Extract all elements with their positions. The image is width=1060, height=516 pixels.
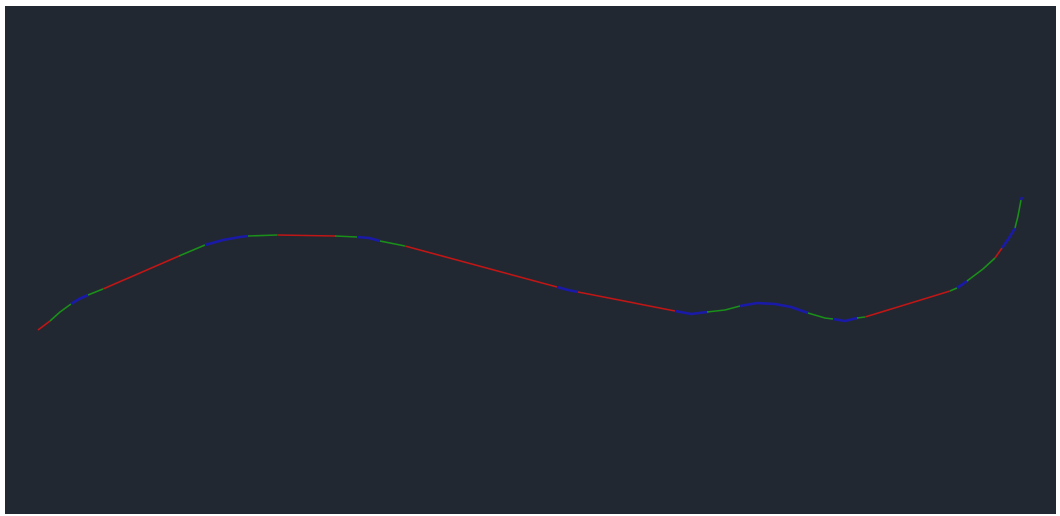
alignment-spiral-segment-25[interactable]	[966, 257, 996, 282]
alignment-curve-segment-14[interactable]	[556, 285, 579, 294]
alignment-line-segment-13[interactable]	[404, 245, 558, 288]
alignment-spiral-segment-17[interactable]	[706, 305, 741, 313]
alignment-spiral-segment-4[interactable]	[87, 288, 104, 296]
alignment-curve-segment-7[interactable]	[204, 234, 249, 247]
alignment-line-segment-15[interactable]	[577, 291, 676, 312]
alignment-spiral-segment-28[interactable]	[1014, 199, 1022, 229]
alignment-spiral-segment-21[interactable]	[856, 316, 866, 319]
alignment-curve-segment-18[interactable]	[739, 301, 809, 315]
cad-model-viewport[interactable]	[5, 6, 1056, 514]
alignment-curve-segment-11[interactable]	[356, 235, 381, 243]
alignment-line-segment-5[interactable]	[102, 255, 180, 290]
alignment-line-segment-9[interactable]	[276, 234, 336, 237]
alignment-curve-segment-20[interactable]	[832, 316, 858, 323]
alignment-line-segment-22[interactable]	[864, 290, 951, 318]
alignment-spiral-segment-23[interactable]	[949, 287, 958, 292]
alignment-spiral-segment-8[interactable]	[247, 234, 278, 237]
alignment-line-segment-1[interactable]	[37, 320, 51, 331]
alignment-curve-segment-3[interactable]	[70, 293, 89, 306]
alignment-spiral-segment-2[interactable]	[49, 303, 72, 322]
alignment-curve-segment-27[interactable]	[1000, 227, 1017, 249]
alignment-curve-segment-24[interactable]	[956, 279, 968, 290]
canvas-background	[5, 6, 1056, 514]
alignment-line-segment-26[interactable]	[994, 247, 1003, 259]
alignment-curve-segment-29[interactable]	[1019, 196, 1024, 201]
cad-drawing-canvas[interactable]	[5, 6, 1056, 514]
alignment-spiral-segment-19[interactable]	[807, 312, 834, 320]
alignment-spiral-segment-12[interactable]	[379, 240, 406, 247]
alignment-spiral-segment-6[interactable]	[178, 244, 206, 257]
alignment-spiral-segment-10[interactable]	[334, 235, 358, 238]
alignment-curve-segment-16[interactable]	[674, 309, 708, 316]
horizontal-alignment[interactable]	[37, 196, 1024, 331]
